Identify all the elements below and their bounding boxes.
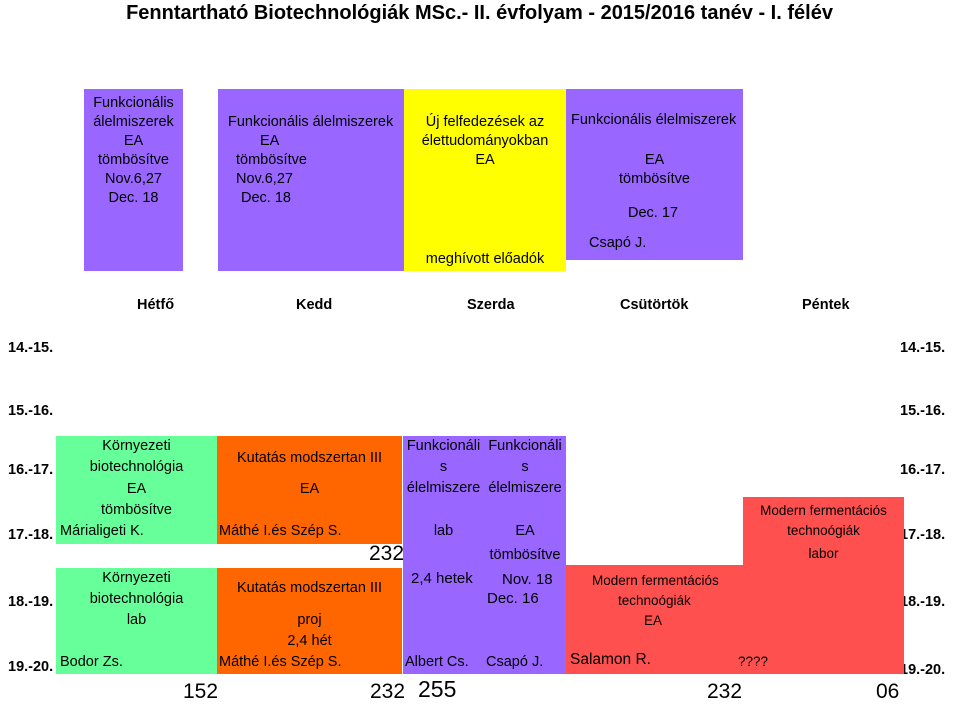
day-hetfo: Hétfő — [137, 297, 175, 313]
page-title: Fenntartható Biotechnológiák MSc.- II. é… — [126, 2, 833, 24]
r2-l2: EA — [644, 613, 663, 628]
block-funkcionalis-elelmiszerek: Funkcionális élelmiszerek EA tömbösítve … — [566, 89, 743, 260]
p2-l2: élelmiszere — [488, 480, 562, 496]
p1-l4: 2,4 hetek — [411, 570, 473, 587]
block-kornyezeti-ea: Környezeti biotechnológia EA tömbösítve … — [56, 436, 217, 544]
g1-l1: biotechnológia — [89, 459, 184, 475]
b1-l1: álelmiszerek — [93, 114, 174, 130]
g1-teacher: Márialigeti K. — [60, 523, 144, 539]
p2-l6: Dec. 16 — [487, 590, 539, 607]
time-left-17-18: 17.-18. — [8, 527, 54, 543]
room-232-b: 232 — [707, 680, 743, 703]
time-right-17-18: 17.-18. — [900, 527, 946, 543]
block-modern-ferm-labor: Modern fermentációs technoógiák labor — [743, 497, 904, 567]
p1-l3: lab — [433, 523, 454, 539]
g2-l2: lab — [126, 612, 147, 628]
p2-teacher: Csapó J. — [486, 654, 544, 670]
time-left-15-16: 15.-16. — [8, 403, 54, 419]
block-funkcionalis-ea: Funkcionáli s élelmiszere EA tömbösítve … — [484, 436, 566, 674]
b1-l4: Nov.6,27 — [105, 171, 162, 187]
room-255: 255 — [418, 676, 457, 702]
room-152: 152 — [183, 680, 219, 703]
block-funkcionalis-1: Funkcionális álelmiszerek EA tömbösítve … — [84, 89, 183, 271]
b1-l3: tömbösítve — [98, 152, 169, 168]
block-kutatas-ea: Kutatás modszertan III EA Máthé I.és Szé… — [217, 436, 402, 544]
b4-footer: Csapó J. — [589, 235, 647, 251]
p1-l0: Funkcionáli — [406, 438, 481, 454]
p2-l5: Nov. 18 — [502, 571, 553, 588]
b3-footer: meghívott előadók — [425, 251, 545, 267]
room-06: 06 — [876, 680, 900, 703]
p2-l4: tömbösítve — [489, 547, 561, 563]
block-kutatas-proj: Kutatás modszertan III proj 2,4 hét Máth… — [217, 568, 402, 674]
g1-l3: tömbösítve — [101, 502, 172, 518]
r2-extra: ???? — [738, 654, 769, 669]
b1-l2: EA — [123, 133, 144, 149]
time-right-18-19: 18.-19. — [900, 594, 946, 610]
o1-l0: Kutatás modszertan III — [236, 450, 383, 466]
p1-l2: élelmiszere — [406, 480, 481, 496]
day-kedd: Kedd — [296, 297, 333, 313]
o2-teacher: Máthé I.és Szép S. — [219, 654, 342, 670]
r1-l0: Modern fermentációs — [760, 503, 887, 518]
p2-l0: Funkcionáli — [488, 438, 562, 454]
time-right-19-20: 19.-20. — [900, 662, 946, 678]
b2-l0: Funkcionális álelmiszerek — [228, 114, 394, 130]
b3-l2: EA — [475, 152, 495, 168]
r1-l1: technoógiák — [787, 523, 860, 538]
g2-l0: Környezeti — [102, 570, 171, 586]
day-szerda: Szerda — [467, 297, 515, 313]
b1-l0: Funkcionális — [93, 95, 174, 111]
time-right-16-17: 16.-17. — [900, 462, 946, 478]
p1-l1: s — [439, 459, 448, 475]
r1-l2: labor — [808, 546, 839, 561]
r2-l1: technoógiák — [618, 593, 691, 608]
p2-l3: EA — [515, 523, 535, 539]
block-funkcionalis-2: Funkcionális álelmiszerek EA tömbösítve … — [218, 89, 404, 271]
b3-l0: Új felfedezések az — [425, 114, 545, 130]
b2-l4: Dec. 18 — [241, 190, 291, 206]
block-kornyezeti-lab: Környezeti biotechnológia lab Bodor Zs. — [56, 568, 217, 674]
g2-l1: biotechnológia — [89, 591, 184, 607]
g1-l0: Környezeti — [102, 438, 171, 454]
b4-date: Dec. 17 — [628, 205, 678, 221]
b4-l2: tömbösítve — [619, 171, 690, 187]
r2-l0: Modern fermentációs — [592, 573, 719, 588]
block-uj-felfedezesek: Új felfedezések az élettudományokban EA … — [404, 89, 566, 271]
block-funkcionalis-lab: Funkcionáli s élelmiszere lab 2,4 hetek … — [403, 436, 484, 674]
p1-teacher: Albert Cs. — [405, 654, 469, 670]
time-right-14-15: 14.-15. — [900, 340, 946, 356]
r2-teacher: Salamon R. — [570, 651, 651, 668]
b1-l5: Dec. 18 — [108, 190, 159, 206]
b2-l3: Nov.6,27 — [236, 171, 293, 187]
time-left-19-20: 19.-20. — [8, 659, 54, 675]
p2-l1: s — [521, 459, 529, 475]
room-mid: 232 — [369, 542, 405, 565]
b2-l2: tömbösítve — [236, 152, 307, 168]
o1-teacher: Máthé I.és Szép S. — [219, 523, 342, 539]
o2-l0: Kutatás modszertan III — [236, 580, 383, 596]
b3-l1: élettudományokban — [421, 133, 549, 149]
day-pentek: Péntek — [802, 297, 850, 313]
o2-l2: 2,4 hét — [287, 633, 332, 649]
o2-l1: proj — [297, 612, 322, 628]
b2-l1: EA — [260, 133, 280, 149]
block-modern-ferm-ea: Modern fermentációs technoógiák EA Salam… — [566, 565, 904, 674]
time-left-14-15: 14.-15. — [8, 340, 54, 356]
time-right-15-16: 15.-16. — [900, 403, 946, 419]
b4-l0: Funkcionális élelmiszerek — [571, 112, 737, 128]
b4-l1: EA — [644, 152, 665, 168]
day-csutortok: Csütörtök — [620, 297, 689, 313]
time-left-16-17: 16.-17. — [8, 462, 54, 478]
time-left-18-19: 18.-19. — [8, 594, 54, 610]
g2-teacher: Bodor Zs. — [60, 654, 123, 670]
room-232-a: 232 — [370, 680, 406, 703]
g1-l2: EA — [126, 481, 147, 497]
o1-l1: EA — [299, 481, 320, 497]
